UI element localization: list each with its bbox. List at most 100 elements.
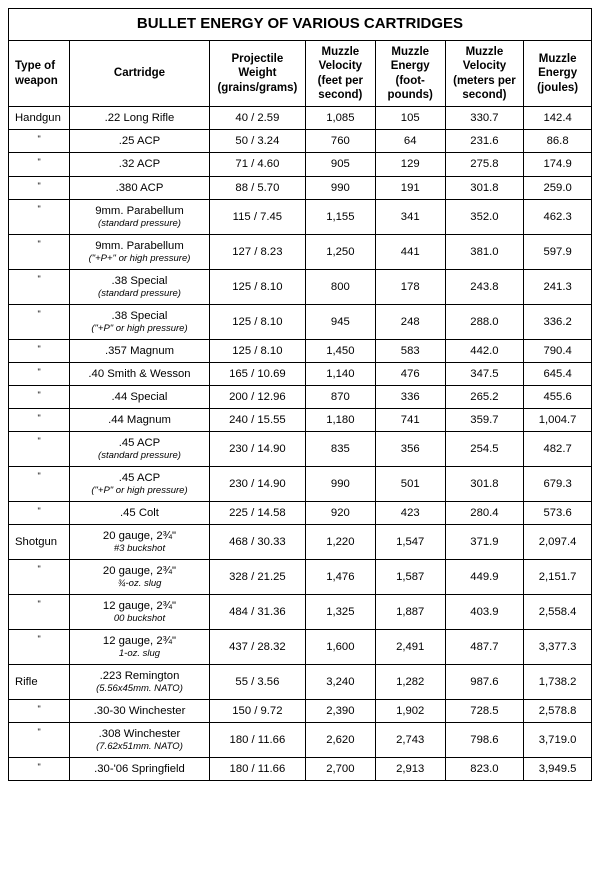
cartridge-name: .45 Colt [70,502,210,525]
muzzle-energy-j: 241.3 [524,269,592,304]
muzzle-velocity-fps: 1,220 [305,525,375,560]
muzzle-velocity-fps: 760 [305,130,375,153]
muzzle-energy-ftlb: 583 [375,339,445,362]
cartridge-main: .45 ACP [119,437,160,449]
cartridge-name: .44 Special [70,385,210,408]
projectile-weight: 180 / 11.66 [209,758,305,781]
table-row: ".357 Magnum125 / 8.101,450583442.0790.4 [9,339,592,362]
ditto-mark: " [9,408,70,431]
cartridge-name: .44 Magnum [70,408,210,431]
projectile-weight: 125 / 8.10 [209,269,305,304]
cartridge-sub: (standard pressure) [73,288,206,300]
muzzle-energy-ftlb: 1,902 [375,700,445,723]
ditto-mark: " [9,630,70,665]
muzzle-energy-j: 3,377.3 [524,630,592,665]
muzzle-velocity-mps: 371.9 [445,525,524,560]
table-row: ".308 Winchester(7.62x51mm. NATO)180 / 1… [9,723,592,758]
table-row: ".32 ACP71 / 4.60905129275.8174.9 [9,153,592,176]
cartridge-main: 12 gauge, 2¾" [103,635,176,647]
cartridge-name: 9mm. Parabellum(standard pressure) [70,199,210,234]
table-row: "12 gauge, 2¾"00 buckshot484 / 31.361,32… [9,595,592,630]
muzzle-velocity-fps: 2,620 [305,723,375,758]
table-row: ".44 Special200 / 12.96870336265.2455.6 [9,385,592,408]
muzzle-velocity-fps: 2,390 [305,700,375,723]
muzzle-energy-ftlb: 64 [375,130,445,153]
cartridge-name: .40 Smith & Wesson [70,362,210,385]
table-row: ".44 Magnum240 / 15.551,180741359.71,004… [9,408,592,431]
projectile-weight: 88 / 5.70 [209,176,305,199]
muzzle-velocity-mps: 403.9 [445,595,524,630]
muzzle-velocity-mps: 288.0 [445,304,524,339]
cartridge-name: .38 Special(standard pressure) [70,269,210,304]
ditto-mark: " [9,502,70,525]
col-muzzle-energy-j: Muzzle Energy (joules) [524,40,592,107]
table-row: Rifle.223 Remington(5.56x45mm. NATO)55 /… [9,665,592,700]
table-row: ".45 ACP(standard pressure)230 / 14.9083… [9,432,592,467]
muzzle-energy-ftlb: 741 [375,408,445,431]
cartridge-main: .32 ACP [119,158,160,170]
muzzle-velocity-fps: 905 [305,153,375,176]
projectile-weight: 437 / 28.32 [209,630,305,665]
projectile-weight: 468 / 30.33 [209,525,305,560]
muzzle-velocity-mps: 347.5 [445,362,524,385]
projectile-weight: 150 / 9.72 [209,700,305,723]
muzzle-velocity-mps: 487.7 [445,630,524,665]
table-row: Handgun.22 Long Rifle40 / 2.591,08510533… [9,107,592,130]
ditto-mark: " [9,467,70,502]
cartridge-main: 12 gauge, 2¾" [103,600,176,612]
projectile-weight: 115 / 7.45 [209,199,305,234]
ditto-mark: " [9,199,70,234]
cartridge-main: .30-'06 Springfield [94,763,185,775]
col-muzzle-velocity-fps: Muzzle Velocity (feet per second) [305,40,375,107]
muzzle-energy-j: 597.9 [524,234,592,269]
projectile-weight: 127 / 8.23 [209,234,305,269]
cartridge-sub: ("+P+" or high pressure) [73,253,206,265]
ditto-mark: " [9,153,70,176]
cartridge-name: .38 Special("+P" or high pressure) [70,304,210,339]
cartridge-main: 20 gauge, 2¾" [103,530,176,542]
cartridge-sub: #3 buckshot [73,543,206,555]
cartridge-main: .357 Magnum [105,345,174,357]
muzzle-velocity-fps: 1,450 [305,339,375,362]
muzzle-velocity-fps: 1,140 [305,362,375,385]
muzzle-velocity-fps: 3,240 [305,665,375,700]
muzzle-velocity-mps: 265.2 [445,385,524,408]
weapon-type: Handgun [9,107,70,130]
projectile-weight: 180 / 11.66 [209,723,305,758]
table-row: ".25 ACP50 / 3.2476064231.686.8 [9,130,592,153]
muzzle-velocity-mps: 798.6 [445,723,524,758]
table-row: "9mm. Parabellum(standard pressure)115 /… [9,199,592,234]
cartridge-name: .380 ACP [70,176,210,199]
cartridge-sub: 00 buckshot [73,613,206,625]
muzzle-energy-j: 2,151.7 [524,560,592,595]
muzzle-energy-ftlb: 1,547 [375,525,445,560]
muzzle-energy-ftlb: 191 [375,176,445,199]
ditto-mark: " [9,560,70,595]
cartridge-name: .223 Remington(5.56x45mm. NATO) [70,665,210,700]
projectile-weight: 200 / 12.96 [209,385,305,408]
cartridge-main: .44 Magnum [108,414,171,426]
ditto-mark: " [9,130,70,153]
cartridge-main: .223 Remington [100,670,180,682]
table-row: ".38 Special("+P" or high pressure)125 /… [9,304,592,339]
table-row: ".45 ACP("+P" or high pressure)230 / 14.… [9,467,592,502]
cartridge-name: .45 ACP(standard pressure) [70,432,210,467]
muzzle-energy-j: 462.3 [524,199,592,234]
cartridge-main: .45 ACP [119,472,160,484]
muzzle-energy-ftlb: 129 [375,153,445,176]
cartridge-name: .30-'06 Springfield [70,758,210,781]
ditto-mark: " [9,595,70,630]
ditto-mark: " [9,432,70,467]
muzzle-velocity-fps: 1,250 [305,234,375,269]
cartridge-name: .25 ACP [70,130,210,153]
cartridge-main: .38 Special [112,310,168,322]
muzzle-velocity-mps: 728.5 [445,700,524,723]
muzzle-energy-ftlb: 423 [375,502,445,525]
cartridge-sub: (7.62x51mm. NATO) [73,741,206,753]
muzzle-energy-j: 573.6 [524,502,592,525]
muzzle-velocity-mps: 275.8 [445,153,524,176]
cartridge-sub: ¾-oz. slug [73,578,206,590]
muzzle-energy-ftlb: 2,913 [375,758,445,781]
ditto-mark: " [9,385,70,408]
muzzle-velocity-fps: 1,155 [305,199,375,234]
